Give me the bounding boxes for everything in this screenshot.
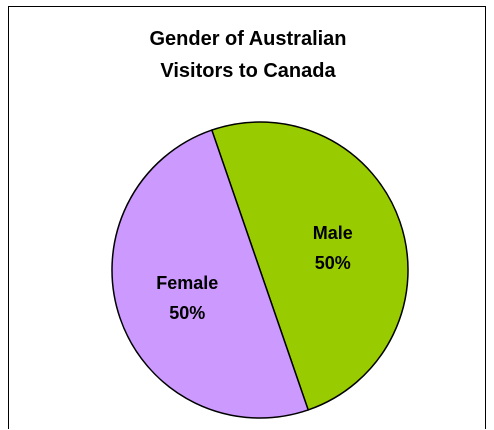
slice-value-male: 50% [315,253,351,273]
slice-label-female: Female [156,273,218,293]
chart-title-line-1: Gender of Australian [149,28,347,50]
slice-value-female: 50% [169,303,205,323]
chart-title-line-2: Visitors to Canada [160,60,336,82]
pie-slice-female [111,129,310,419]
chart-area: Gender of Australian Visitors to Canada … [8,6,486,429]
pie-slice-male [210,121,409,411]
chart-title: Gender of Australian Visitors to Canada [9,23,487,87]
slice-label-male: Male [313,223,353,243]
pie-chart: Male 50% Female 50% [111,121,409,419]
